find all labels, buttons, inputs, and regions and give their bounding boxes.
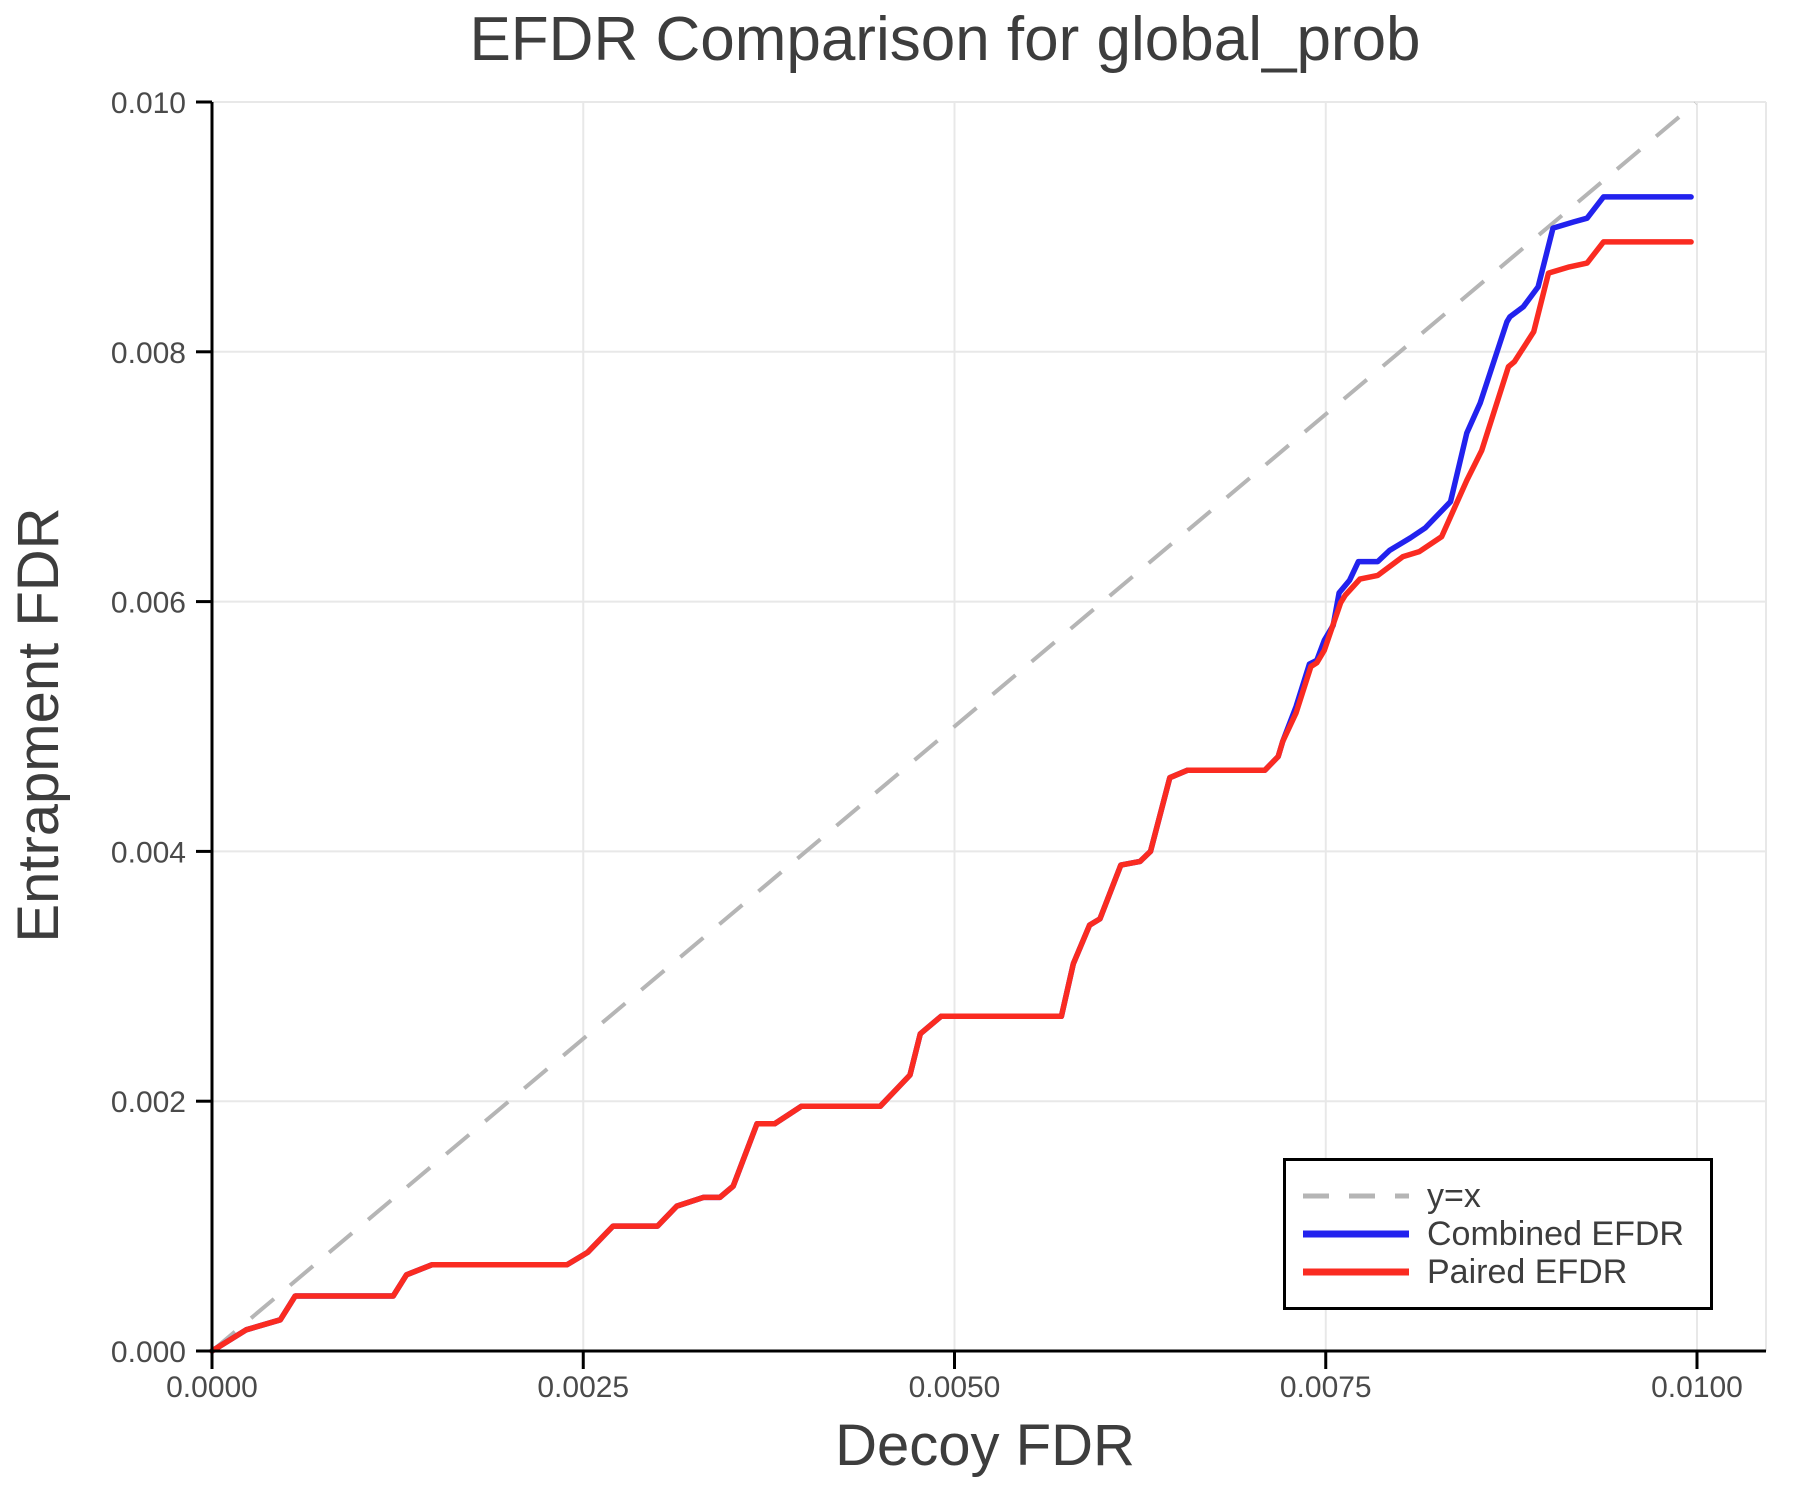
y-tick-label: 0.008 <box>111 337 186 370</box>
x-tick-label: 0.0075 <box>1280 1371 1372 1404</box>
chart-title: EFDR Comparison for global_prob <box>469 5 1421 74</box>
legend-item-paired: Paired EFDR <box>1301 1253 1710 1291</box>
x-tick-label: 0.0025 <box>537 1371 629 1404</box>
paired-efdr-line <box>209 239 1694 1354</box>
legend: y=x Combined EFDR Paired EFDR <box>1283 1158 1713 1310</box>
y-tick-label: 0.004 <box>111 836 186 869</box>
identity-line-swatch <box>1303 1193 1409 1199</box>
legend-item-identity: y=x <box>1301 1177 1710 1215</box>
legend-label-identity: y=x <box>1427 1177 1481 1215</box>
x-tick-label: 0.0100 <box>1651 1371 1743 1404</box>
legend-item-combined: Combined EFDR <box>1301 1215 1710 1253</box>
paired-efdr-swatch <box>1303 1268 1409 1276</box>
x-tick-label: 0.0000 <box>166 1371 258 1404</box>
y-tick-label: 0.002 <box>111 1086 186 1119</box>
y-tick-label: 0.010 <box>111 87 186 120</box>
x-axis-title: Decoy FDR <box>835 1413 1135 1478</box>
legend-label-paired: Paired EFDR <box>1427 1253 1628 1291</box>
y-x-line <box>210 101 1697 1353</box>
y-tick-label: 0.000 <box>111 1336 186 1369</box>
y-tick-label: 0.006 <box>111 587 186 620</box>
x-tick-label: 0.0050 <box>909 1371 1001 1404</box>
legend-label-combined: Combined EFDR <box>1427 1215 1684 1253</box>
combined-efdr-swatch <box>1303 1230 1409 1238</box>
y-axis-title: Entrapment FDR <box>6 507 71 943</box>
